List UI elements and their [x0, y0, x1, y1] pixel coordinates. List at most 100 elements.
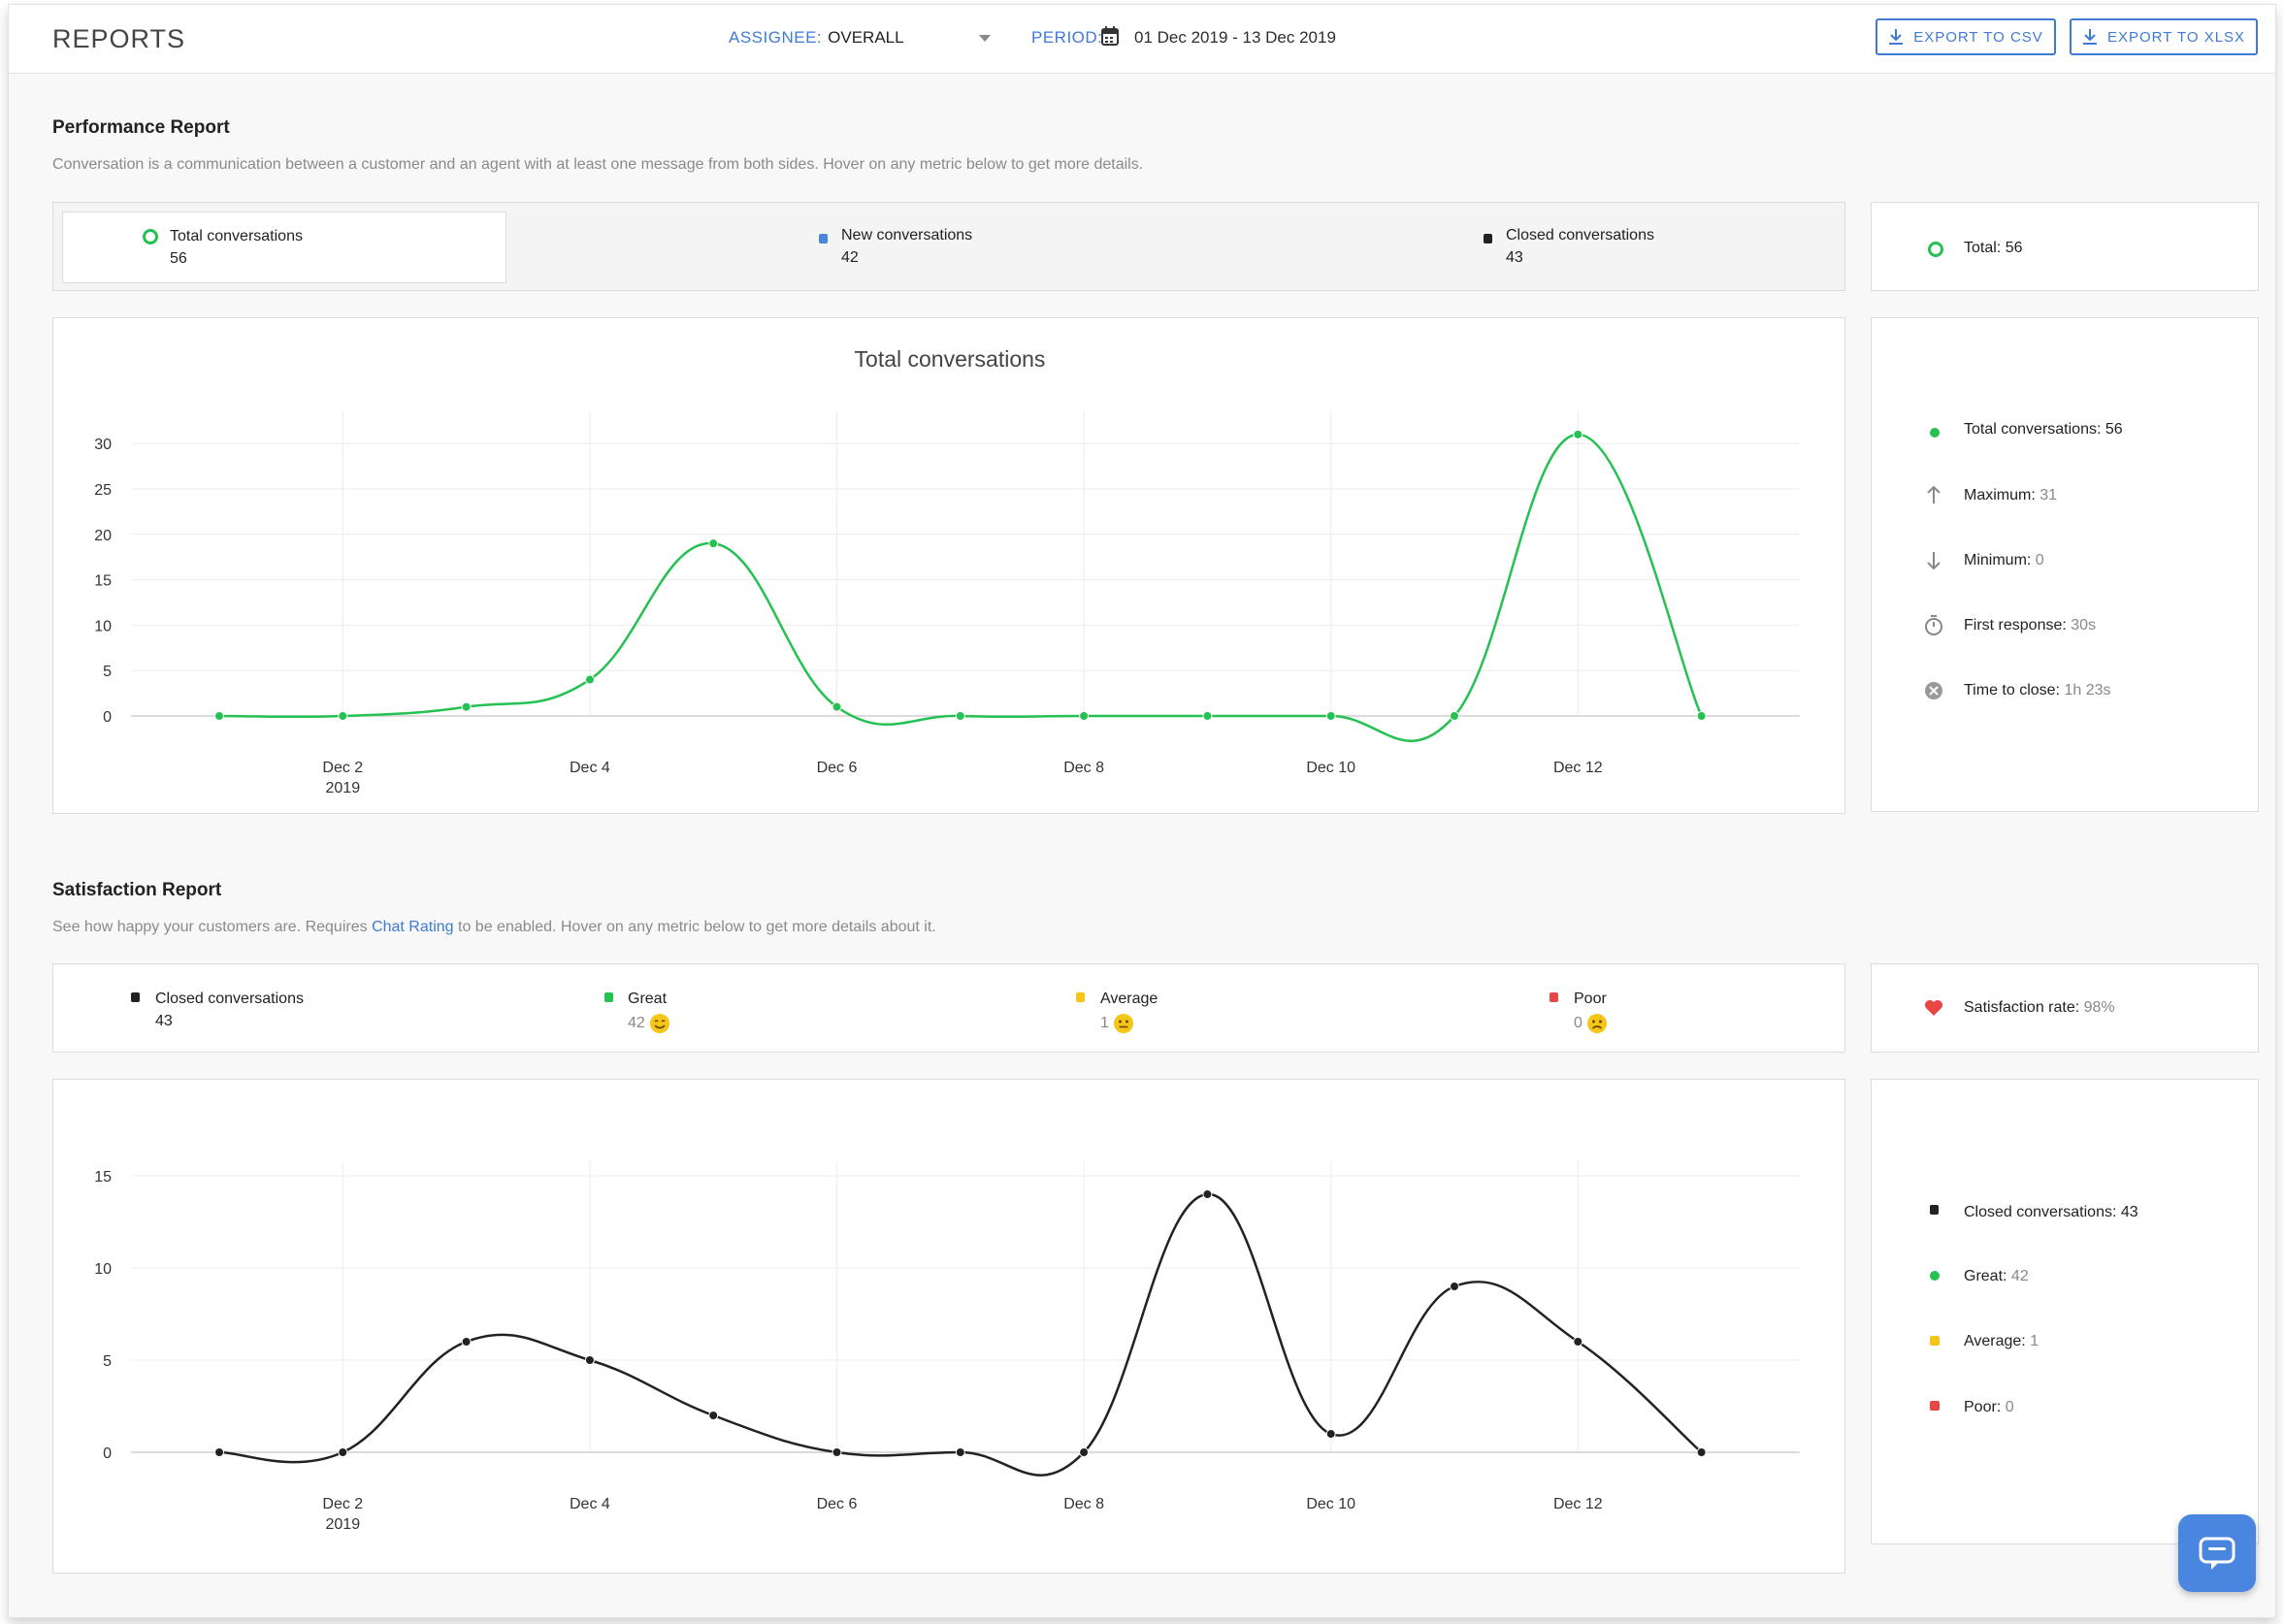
performance-report-title: Performance Report [52, 117, 230, 138]
rate-label: Satisfaction rate: [1964, 999, 2080, 1016]
metric-value: 56 [170, 250, 187, 267]
satisfaction-rate: Satisfaction rate: 98% [1964, 999, 2115, 1017]
chart-title: Total conversations [855, 346, 1046, 372]
data-point [1079, 711, 1090, 721]
data-point [1450, 1282, 1459, 1291]
data-point [1696, 1447, 1707, 1457]
assignee-label: ASSIGNEE: [729, 28, 823, 47]
y-tick-label: 10 [94, 1261, 112, 1278]
total-conversations-legend-icon [143, 229, 158, 244]
metric-great[interactable]: Great 42 [628, 991, 670, 1034]
x-year-label: 2019 [326, 780, 361, 796]
y-tick-label: 5 [103, 1353, 112, 1370]
x-tick-label: Dec 4 [570, 1496, 610, 1512]
stat-label: Great: [1964, 1268, 2007, 1284]
assignee-filter[interactable]: ASSIGNEE: OVERALL [729, 28, 904, 48]
stat-time-to-close: Time to close: 1h 23s [1964, 682, 2111, 699]
stat-value: 1h 23s [2064, 682, 2111, 698]
download-icon [1889, 29, 1904, 45]
data-point [1202, 711, 1213, 721]
data-point [214, 711, 224, 721]
metric-value: 1 [1100, 1015, 1109, 1032]
total-conversations-chart[interactable]: 0 5 10 15 20 25 30 Dec 2 Dec 4 Dec 6 Dec 8 Dec 10 De… [53, 318, 1846, 815]
data-point [1202, 1189, 1213, 1199]
metric-tab-total-conversations[interactable]: Total conversations 56 [62, 211, 506, 283]
data-point [1573, 1337, 1583, 1347]
x-tick-label: Dec 12 [1553, 1496, 1603, 1512]
y-tick-label: 10 [94, 618, 112, 634]
export-csv-button[interactable]: EXPORT TO CSV [1876, 18, 2056, 55]
satisfaction-metrics-bar: Closed conversations 43 Great 42 Average… [52, 963, 1845, 1053]
heart-icon [1925, 1000, 1942, 1016]
calendar-icon[interactable] [1101, 26, 1119, 46]
metric-value: 43 [155, 1013, 173, 1029]
neutral-emoji-icon [1113, 1014, 1133, 1033]
y-tick-label: 30 [94, 437, 112, 453]
assignee-value: OVERALL [828, 28, 904, 47]
x-tick-label: Dec 2 [322, 1496, 363, 1512]
data-point [955, 1447, 965, 1457]
export-xlsx-button[interactable]: EXPORT TO XLSX [2070, 18, 2258, 55]
frown-emoji-icon [1586, 1014, 1607, 1033]
performance-report-description: Conversation is a communication between … [52, 156, 1144, 173]
y-tick-label: 5 [103, 664, 112, 680]
x-tick-label: Dec 8 [1063, 1496, 1104, 1512]
arrow-up-icon [1927, 485, 1941, 503]
period-label: PERIOD: [1031, 28, 1103, 47]
satisfaction-report-title: Satisfaction Report [52, 880, 222, 900]
reports-page: REPORTS ASSIGNEE: OVERALL PERIOD: 01 Dec … [8, 4, 2276, 1618]
great-legend-icon [604, 992, 613, 1002]
metric-label: Great [628, 991, 668, 1007]
x-tick-label: Dec 6 [817, 760, 858, 776]
data-point [214, 1447, 224, 1457]
stat-value: 0 [2005, 1399, 2014, 1415]
data-point [1573, 429, 1583, 439]
chat-rating-link[interactable]: Chat Rating [372, 919, 454, 935]
rate-value: 98% [2083, 999, 2115, 1016]
stat-total-conversations: Total conversations: 56 [1964, 421, 2123, 438]
great-dot-icon [1930, 1271, 1940, 1281]
data-point [338, 711, 348, 721]
chevron-down-icon[interactable] [979, 35, 991, 42]
stat-label: Average: [1964, 1333, 2026, 1349]
period-filter-label: PERIOD: [1031, 28, 1102, 48]
chat-widget-button[interactable] [2178, 1514, 2256, 1592]
closed-conversations-legend-icon [1484, 234, 1492, 244]
data-point [338, 1447, 348, 1457]
data-point [461, 701, 472, 712]
metric-new-conversations[interactable]: New conversations 42 [841, 227, 972, 267]
satisfaction-rate-card: Satisfaction rate: 98% [1871, 963, 2259, 1053]
poor-legend-icon [1550, 992, 1558, 1002]
x-tick-label: Dec 10 [1306, 1496, 1355, 1512]
metric-value-row: 0 [1574, 1013, 1608, 1034]
arrow-down-icon [1927, 552, 1941, 570]
description-text: See how happy your customers are. Requir… [52, 919, 373, 935]
satisfaction-chart-card: 0 5 10 15 Dec 2 Dec 4 Dec 6 Dec 8 Dec 10 Dec 12 20… [52, 1079, 1845, 1574]
x-tick-label: Dec 10 [1306, 760, 1355, 776]
page-title: REPORTS [52, 24, 186, 53]
x-tick-label: Dec 2 [322, 760, 363, 776]
total-dot-icon [1930, 428, 1940, 438]
data-point [955, 711, 965, 721]
stat-label: Maximum: [1964, 487, 2036, 503]
metric-value: 42 [628, 1015, 645, 1032]
data-point [1325, 1429, 1336, 1439]
data-point [1696, 711, 1707, 721]
close-circle-icon [1925, 682, 1942, 699]
stopwatch-icon [1925, 615, 1942, 635]
data-point [708, 1411, 719, 1420]
data-point [584, 1355, 595, 1365]
y-tick-label: 0 [103, 709, 112, 726]
metric-closed-conversations[interactable]: Closed conversations 43 [1506, 227, 1654, 267]
metric-average[interactable]: Average 1 [1100, 991, 1158, 1034]
stat-closed-conversations: Closed conversations: 43 [1964, 1204, 2138, 1220]
stat-label: Poor: [1964, 1399, 2002, 1415]
period-value[interactable]: 01 Dec 2019 - 13 Dec 2019 [1134, 28, 1336, 47]
metric-poor[interactable]: Poor 0 [1574, 991, 1608, 1034]
satisfaction-chart[interactable]: 0 5 10 15 Dec 2 Dec 4 Dec 6 Dec 8 Dec 10 Dec 12 20… [53, 1080, 1846, 1575]
metric-value: 0 [1574, 1015, 1582, 1032]
new-conversations-legend-icon [819, 234, 828, 244]
stat-value: 30s [2071, 617, 2097, 633]
metric-closed-conversations[interactable]: Closed conversations 43 [155, 991, 304, 1030]
x-year-label: 2019 [326, 1516, 361, 1533]
